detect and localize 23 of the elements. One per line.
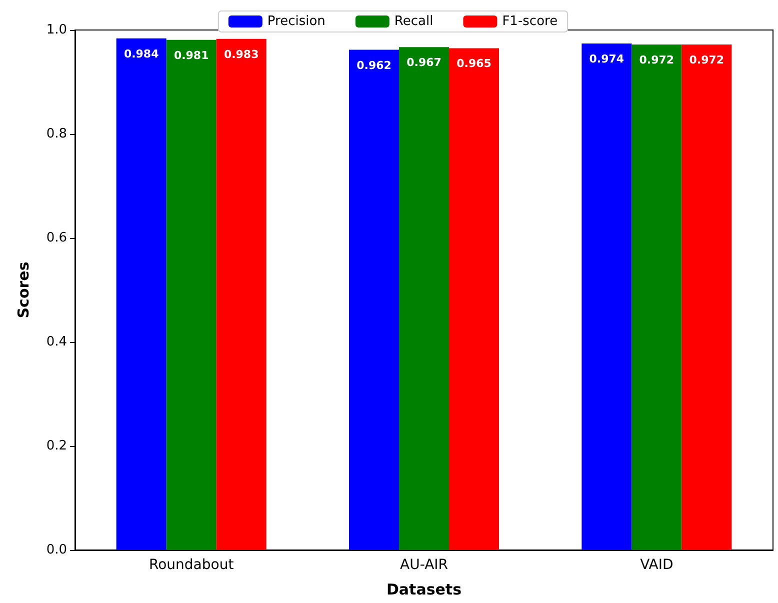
x-tick-label: AU-AIR: [400, 557, 448, 573]
data-label: 0.981: [174, 48, 209, 62]
legend-label: Recall: [394, 14, 434, 29]
legend-label: Precision: [267, 14, 326, 29]
y-tick-label: 1.0: [46, 22, 67, 38]
x-tick-label: Roundabout: [148, 557, 234, 573]
x-axis-title: Datasets: [386, 580, 462, 598]
data-label: 0.967: [406, 56, 442, 70]
data-label: 0.972: [639, 54, 674, 67]
data-label: 0.972: [689, 54, 724, 67]
data-label: 0.974: [589, 52, 624, 66]
data-label: 0.965: [456, 57, 492, 70]
y-tick-label: 0.8: [46, 126, 67, 142]
data-label: 0.962: [356, 58, 392, 72]
legend-label: F1-score: [502, 14, 558, 29]
y-axis-title: Scores: [14, 262, 32, 318]
data-label: 0.983: [224, 48, 259, 61]
data-label: 0.984: [124, 47, 160, 60]
y-tick-label: 0.6: [46, 230, 67, 246]
y-tick-label: 0.4: [46, 334, 67, 350]
y-tick-label: 0.0: [46, 542, 67, 558]
x-tick-label: VAID: [640, 557, 674, 573]
y-tick-label: 0.2: [46, 438, 67, 454]
